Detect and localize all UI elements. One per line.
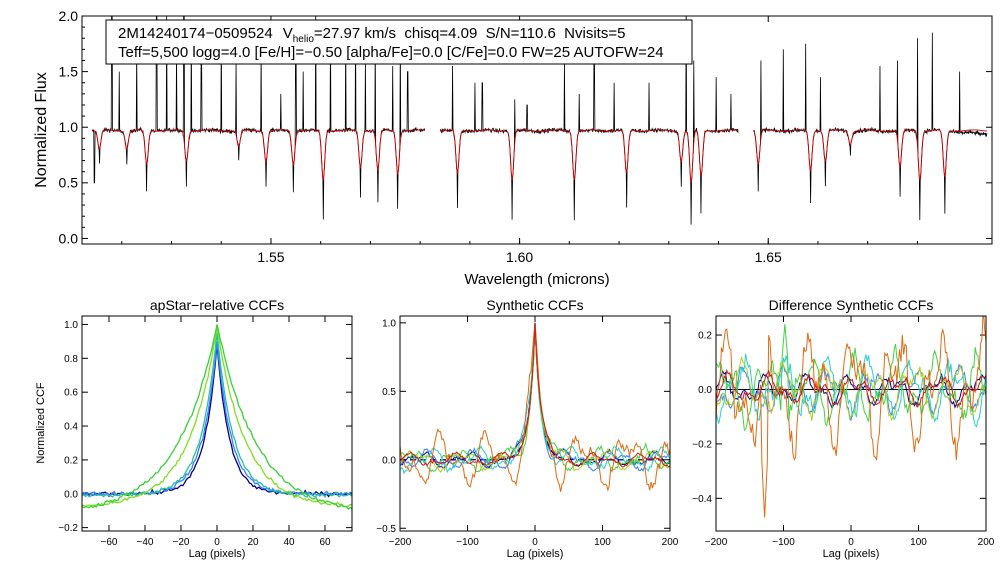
synthetic-ccf-template-line — [400, 322, 670, 461]
apstar-ccf-y-tick-label: 0.0 — [64, 489, 78, 500]
difference-ccf-x-tick-label: 200 — [978, 537, 995, 548]
synthetic-ccf-visit-7-line — [400, 322, 670, 468]
apstar-ccf-panel: apStar−relative CCFs Lag (pixels) Normal… — [35, 297, 353, 560]
difference-ccf-x-label: Lag (pixels) — [823, 548, 880, 560]
model-spectrum-line — [753, 129, 987, 182]
info-line-2: Teff=5,500 logg=4.0 [Fe/H]=−0.50 [alpha/… — [118, 44, 664, 61]
star-id: 2M14240174−0509524 — [118, 25, 273, 42]
synthetic-ccf-x-tick-label: 100 — [594, 537, 611, 548]
apstar-ccf-visit-4-line — [82, 327, 352, 508]
synthetic-ccf-x-tick-label: 0 — [532, 537, 538, 548]
difference-ccf-y-tick-label: 0.0 — [698, 385, 712, 396]
synthetic-ccf-y-tick-label: −0.5 — [376, 524, 396, 535]
v-helio-symbol: V — [283, 25, 293, 42]
synthetic-ccf-y-tick-label: 1.0 — [382, 318, 396, 329]
synthetic-ccf-series-group — [400, 322, 670, 492]
synthetic-ccf-y-tick-label: 0.5 — [382, 387, 396, 398]
apstar-ccf-visit-1-line — [82, 344, 352, 498]
spectrum-y-tick-label: 1.0 — [59, 119, 79, 135]
synthetic-ccf-x-tick-label: −200 — [389, 537, 412, 548]
spectrum-x-tick-label: 1.60 — [506, 249, 533, 265]
difference-ccf-y-tick-label: −0.2 — [692, 439, 712, 450]
difference-ccf-visit-6-line — [716, 316, 986, 518]
difference-ccf-y-tick-label: 0.2 — [698, 331, 712, 342]
apstar-ccf-title: apStar−relative CCFs — [150, 297, 284, 313]
apstar-ccf-y-tick-label: 0.2 — [64, 455, 78, 466]
apstar-ccf-frame — [81, 315, 353, 532]
apstar-ccf-y-tick-label: 0.8 — [64, 354, 78, 365]
apstar-ccf-x-tick-label: 60 — [319, 537, 331, 548]
apstar-ccf-x-tick-label: −60 — [101, 537, 118, 548]
difference-ccf-visit-7-line — [716, 368, 986, 409]
apstar-ccf-y-tick-label: 0.4 — [64, 422, 78, 433]
synthetic-ccf-x-tick-label: −100 — [456, 537, 479, 548]
difference-ccf-x-tick-label: −100 — [772, 537, 795, 548]
synthetic-ccf-frame — [399, 315, 671, 532]
model-spectrum-line — [91, 129, 425, 181]
synthetic-ccf-y-tick-label: 0.0 — [382, 455, 396, 466]
difference-ccf-x-tick-label: 100 — [910, 537, 927, 548]
spectrum-info-box: 2M14240174−0509524 Vhelio=27.97 km/s chis… — [105, 19, 693, 65]
apstar-ccf-series-group — [82, 324, 352, 510]
spectrum-series-group — [91, 16, 988, 225]
difference-ccf-y-tick-label: −0.4 — [692, 494, 712, 505]
info-box-frame — [105, 19, 693, 65]
spectrum-y-tick-label: 2.0 — [59, 8, 79, 24]
apstar-ccf-y-tick-label: 0.6 — [64, 388, 78, 399]
synthetic-ccf-visit-2-line — [400, 322, 670, 473]
info-line-1: 2M14240174−0509524 Vhelio=27.97 km/s chis… — [118, 25, 625, 45]
spectrum-axes: 1.55 1.60 1.65 0.0 0.5 1.0 1.5 2.0 — [59, 8, 992, 265]
difference-ccf-frame — [715, 315, 987, 532]
synthetic-ccf-visit-5-line — [400, 322, 670, 473]
spectrum-y-tick-label: 1.5 — [59, 64, 79, 80]
apstar-ccf-x-label: Lag (pixels) — [189, 548, 246, 560]
apstar-ccf-visit-2-line — [82, 341, 352, 497]
spectrum-x-tick-label: 1.65 — [755, 249, 782, 265]
spectrum-x-label: Wavelength (microns) — [464, 271, 609, 288]
apstar-ccf-x-tick-label: 0 — [214, 537, 220, 548]
apstar-ccf-x-tick-label: −20 — [173, 537, 190, 548]
model-spectrum-line — [439, 129, 739, 183]
spectrum-frame — [81, 15, 993, 245]
difference-ccf-x-tick-label: 0 — [848, 537, 854, 548]
synthetic-ccf-x-tick-label: 200 — [662, 537, 679, 548]
apstar-ccf-x-tick-label: −40 — [137, 537, 154, 548]
apstar-ccf-y-tick-label: −0.2 — [58, 523, 78, 534]
apstar-ccf-visit-3-line — [82, 332, 352, 499]
synthetic-ccf-x-label: Lag (pixels) — [507, 548, 564, 560]
v-helio-subscript: helio — [293, 34, 315, 45]
spectrum-x-tick-label: 1.55 — [257, 249, 284, 265]
apstar-ccf-x-tick-label: 40 — [283, 537, 295, 548]
apstar-ccf-x-tick-label: 20 — [247, 537, 259, 548]
synthetic-ccf-visit-4-line — [400, 322, 670, 473]
spectrum-y-tick-label: 0.5 — [59, 175, 79, 191]
difference-ccf-x-tick-label: −200 — [705, 537, 728, 548]
synthetic-ccf-visit-3-line — [400, 322, 670, 475]
difference-ccf-series-group — [716, 316, 986, 518]
difference-ccf-panel: Difference Synthetic CCFs Lag (pixels) −… — [692, 297, 995, 560]
observed-spectrum-line — [753, 32, 988, 221]
apstar-ccf-visit-5-line — [82, 324, 352, 510]
spectrum-y-label: Normalized Flux — [33, 72, 50, 188]
synthetic-ccf-visit-1-line — [400, 322, 670, 469]
difference-ccf-title: Difference Synthetic CCFs — [769, 297, 934, 313]
stats-text: =27.97 km/s chisq=4.09 S/N=110.6 Nvisits… — [314, 25, 626, 42]
apstar-ccf-y-tick-label: 1.0 — [64, 320, 78, 331]
synthetic-ccf-panel: Synthetic CCFs Lag (pixels) −200 −100 0 100… — [376, 297, 679, 560]
spectrum-panel: 1.55 1.60 1.65 0.0 0.5 1.0 1.5 2.0 2M14240174−0… — [33, 8, 993, 288]
synthetic-ccf-title: Synthetic CCFs — [486, 297, 583, 313]
spectrum-y-tick-label: 0.0 — [59, 230, 79, 246]
apstar-ccf-y-label: Normalized CCF — [35, 382, 47, 464]
spectrum-plot-area — [91, 16, 988, 225]
